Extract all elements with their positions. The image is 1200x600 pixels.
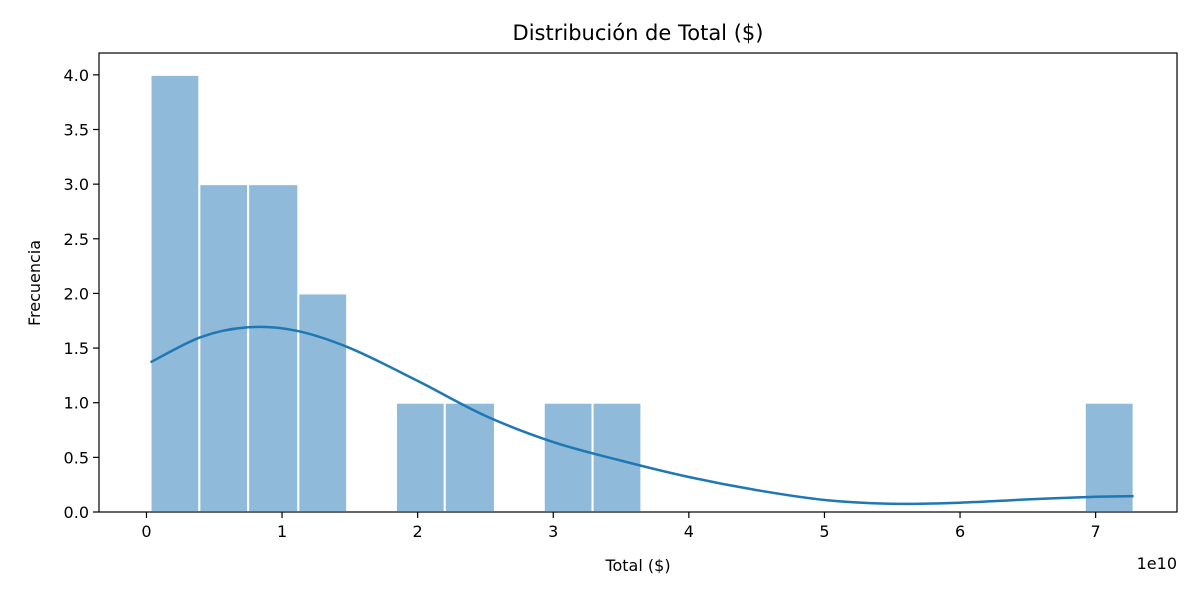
y-tick-label: 1.0 [64,394,89,413]
x-tick-label: 3 [548,522,558,541]
x-tick-label: 6 [955,522,965,541]
x-axis: 0 1 2 3 4 5 6 7 [141,512,1101,541]
y-tick-label: 2.0 [64,284,89,303]
y-tick-label: 3.5 [64,121,89,140]
chart-title: Distribución de Total ($) [513,21,764,45]
histogram-bar-1 [198,183,250,513]
kde-line [149,325,1134,506]
histogram-bar-0 [149,73,201,513]
x-axis-offset-text: 1e10 [1137,554,1177,573]
x-tick-label: 7 [1091,522,1101,541]
bars-group [149,73,1135,514]
plot-frame [98,52,1178,513]
histogram-bar-3 [297,292,349,513]
histogram-bar-19 [1083,401,1135,514]
kde-group [149,325,1134,506]
y-tick-label: 1.5 [64,339,89,358]
x-axis-label: Total ($) [604,556,670,575]
x-tick-label: 4 [684,522,694,541]
x-tick-label: 1 [277,522,287,541]
histogram-bar-8 [542,401,594,514]
y-tick-label: 2.5 [64,230,89,249]
y-axis-label: Frecuencia [25,240,44,326]
x-tick-label: 0 [141,522,151,541]
y-tick-label: 0.0 [64,503,89,522]
y-tick-label: 0.5 [64,448,89,467]
y-axis: 0.0 0.5 1.0 1.5 2.0 2.5 3.0 3.5 4.0 [64,66,99,522]
histogram-bar-2 [247,183,300,513]
histogram-bar-5 [394,401,446,514]
x-tick-label: 2 [413,522,423,541]
histogram-bar-9 [591,401,643,514]
histogram-bar-6 [443,401,496,514]
y-tick-label: 3.0 [64,175,89,194]
x-tick-label: 5 [819,522,829,541]
y-tick-label: 4.0 [64,66,89,85]
